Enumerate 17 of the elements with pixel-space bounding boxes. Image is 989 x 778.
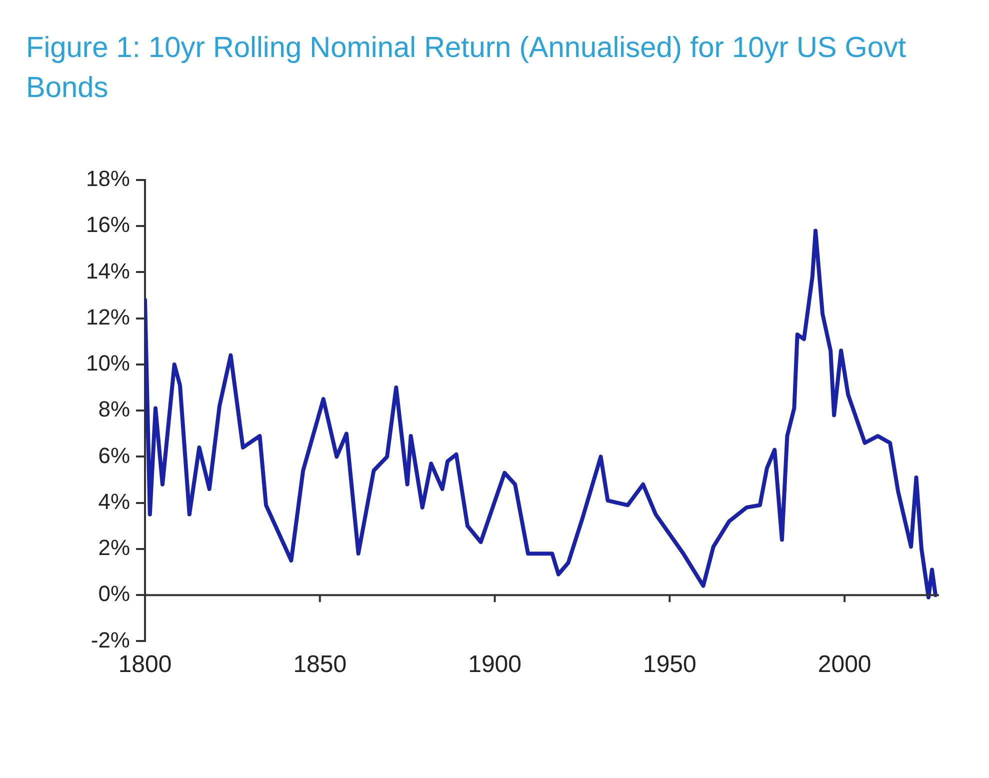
y-tick-label: 0%: [98, 581, 130, 606]
y-tick-label: 12%: [86, 304, 130, 330]
x-tick-label: 1850: [293, 651, 347, 678]
y-tick-label: 14%: [86, 258, 130, 284]
y-tick-label: 18%: [86, 166, 130, 192]
y-tick-label: 10%: [86, 350, 130, 376]
x-tick-label: 1950: [642, 651, 696, 678]
y-tick-label: 6%: [98, 442, 130, 468]
chart-title: Figure 1: 10yr Rolling Nominal Return (Annualised) for 10yr US Govt Bonds: [26, 31, 908, 106]
x-tick-label: 1800: [118, 651, 172, 678]
y-tick-label: 16%: [86, 212, 130, 238]
y-tick-label: 2%: [98, 535, 130, 560]
x-tick-label: 2000: [818, 651, 872, 678]
y-tick-label: -2%: [90, 627, 130, 652]
y-tick-label: 4%: [98, 488, 130, 514]
x-tick-label: 1900: [468, 651, 522, 678]
y-tick-label: 8%: [98, 396, 130, 422]
